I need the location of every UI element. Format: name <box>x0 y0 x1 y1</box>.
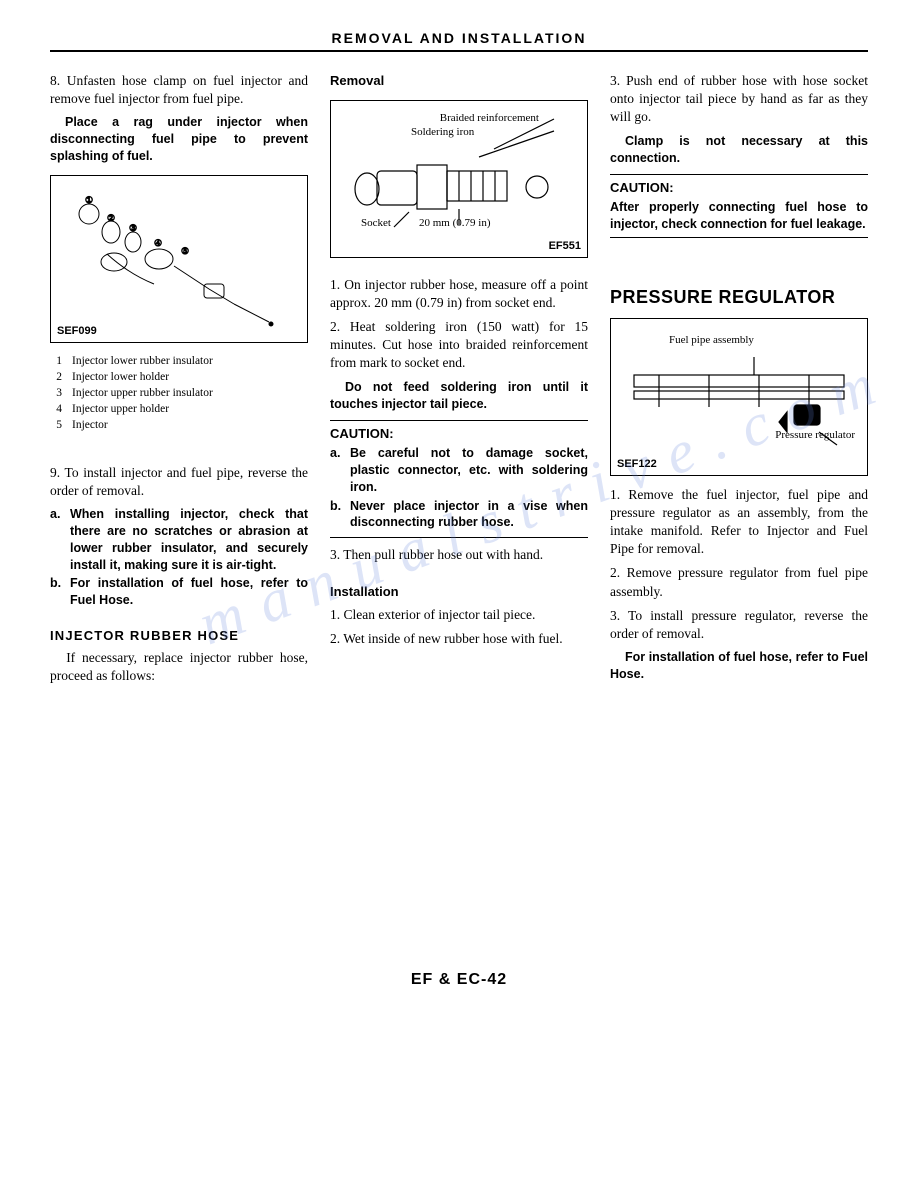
legend-num: 3 <box>50 385 62 401</box>
figure-legend: 1 Injector lower rubber insulator 2 Inject… <box>50 353 308 433</box>
removal-step-2: 2. Heat soldering iron (150 watt) for 15… <box>330 318 588 373</box>
heading-injector-rubber-hose: INJECTOR RUBBER HOSE <box>50 627 308 645</box>
list-content: Never place injector in a vise when disc… <box>350 498 588 532</box>
content-columns: 8. Unfasten hose clamp on fuel injector … <box>50 72 868 691</box>
figure-label: SEF122 <box>617 457 657 472</box>
install-notes-list: a.When installing injector, check that t… <box>50 506 308 609</box>
step-9: 9. To install injector and fuel pipe, re… <box>50 464 308 500</box>
callout-soldering: Soldering iron <box>411 125 474 140</box>
list-marker: a. <box>330 445 350 496</box>
pr-step-2: 2. Remove pressure regulator from fuel p… <box>610 564 868 600</box>
legend-text: Injector lower rubber insulator <box>72 353 213 369</box>
column-3: 3. Push end of rubber hose with hose soc… <box>610 72 868 691</box>
legend-num: 2 <box>50 369 62 385</box>
legend-num: 5 <box>50 417 62 433</box>
caution-title: CAUTION: <box>610 179 868 197</box>
list-marker: b. <box>50 575 70 609</box>
injector-exploded-diagram: ① ② ③ ④ ⑤ <box>59 184 299 334</box>
warning-soldering: Do not feed soldering iron until it touc… <box>330 379 588 413</box>
list-content: For installation of fuel hose, refer to … <box>70 575 308 609</box>
list-marker: a. <box>50 506 70 574</box>
figure-label: EF551 <box>549 239 581 254</box>
svg-text:⑤: ⑤ <box>181 246 189 256</box>
page-footer: EF & EC-42 <box>50 971 868 989</box>
caution-block: CAUTION: After properly connecting fuel … <box>610 174 868 237</box>
install-step-3: 3. Push end of rubber hose with hose soc… <box>610 72 868 127</box>
callout-braided: Braided reinforcement <box>440 111 539 126</box>
pressure-regulator-diagram <box>619 327 859 467</box>
figure-sef122: Fuel pipe assembly Pressure regulator SE… <box>610 318 868 476</box>
removal-step-3: 3. Then pull rubber hose out with hand. <box>330 546 588 564</box>
caution-text: After properly connecting fuel hose to i… <box>610 199 868 233</box>
removal-step-1: 1. On injector rubber hose, measure off … <box>330 276 588 312</box>
legend-text: Injector upper rubber insulator <box>72 385 213 401</box>
warning-rag: Place a rag under injector when disconne… <box>50 114 308 165</box>
callout-20mm: 20 mm (0.79 in) <box>419 216 491 231</box>
list-content: When installing injector, check that the… <box>70 506 308 574</box>
step-8: 8. Unfasten hose clamp on fuel injector … <box>50 72 308 108</box>
list-marker: b. <box>330 498 350 532</box>
column-2: Removal <box>330 72 588 691</box>
legend-text: Injector upper holder <box>72 401 169 417</box>
legend-text: Injector lower holder <box>72 369 169 385</box>
pr-step-3: 3. To install pressure regulator, revers… <box>610 607 868 643</box>
figure-ef551: Braided reinforcement Soldering iron Soc… <box>330 100 588 258</box>
heading-removal: Removal <box>330 72 588 90</box>
callout-pressure-reg: Pressure regulator <box>775 428 855 443</box>
callout-fuel-pipe: Fuel pipe assembly <box>669 333 754 348</box>
legend-text: Injector <box>72 417 108 433</box>
caution-title: CAUTION: <box>330 425 588 443</box>
legend-num: 4 <box>50 401 62 417</box>
caution-block: CAUTION: a.Be careful not to damage sock… <box>330 420 588 538</box>
page-header: REMOVAL AND INSTALLATION <box>50 30 868 52</box>
callout-socket: Socket <box>361 216 391 231</box>
pr-step-1: 1. Remove the fuel injector, fuel pipe a… <box>610 486 868 559</box>
svg-text:②: ② <box>107 213 115 223</box>
warning-fuel-hose: For installation of fuel hose, refer to … <box>610 649 868 683</box>
figure-sef099: ① ② ③ ④ ⑤ SEF099 <box>50 175 308 343</box>
legend-num: 1 <box>50 353 62 369</box>
column-1: 8. Unfasten hose clamp on fuel injector … <box>50 72 308 691</box>
svg-text:①: ① <box>85 195 93 205</box>
heading-installation: Installation <box>330 583 588 601</box>
figure-label: SEF099 <box>57 324 97 339</box>
injector-hose-intro: If necessary, replace injector rubber ho… <box>50 649 308 685</box>
install-step-2: 2. Wet inside of new rubber hose with fu… <box>330 630 588 648</box>
heading-pressure-regulator: PRESSURE REGULATOR <box>610 288 868 308</box>
svg-text:③: ③ <box>129 223 137 233</box>
warning-clamp: Clamp is not necessary at this connectio… <box>610 133 868 167</box>
install-step-1: 1. Clean exterior of injector tail piece… <box>330 606 588 624</box>
svg-text:④: ④ <box>154 238 162 248</box>
list-content: Be careful not to damage socket, plastic… <box>350 445 588 496</box>
